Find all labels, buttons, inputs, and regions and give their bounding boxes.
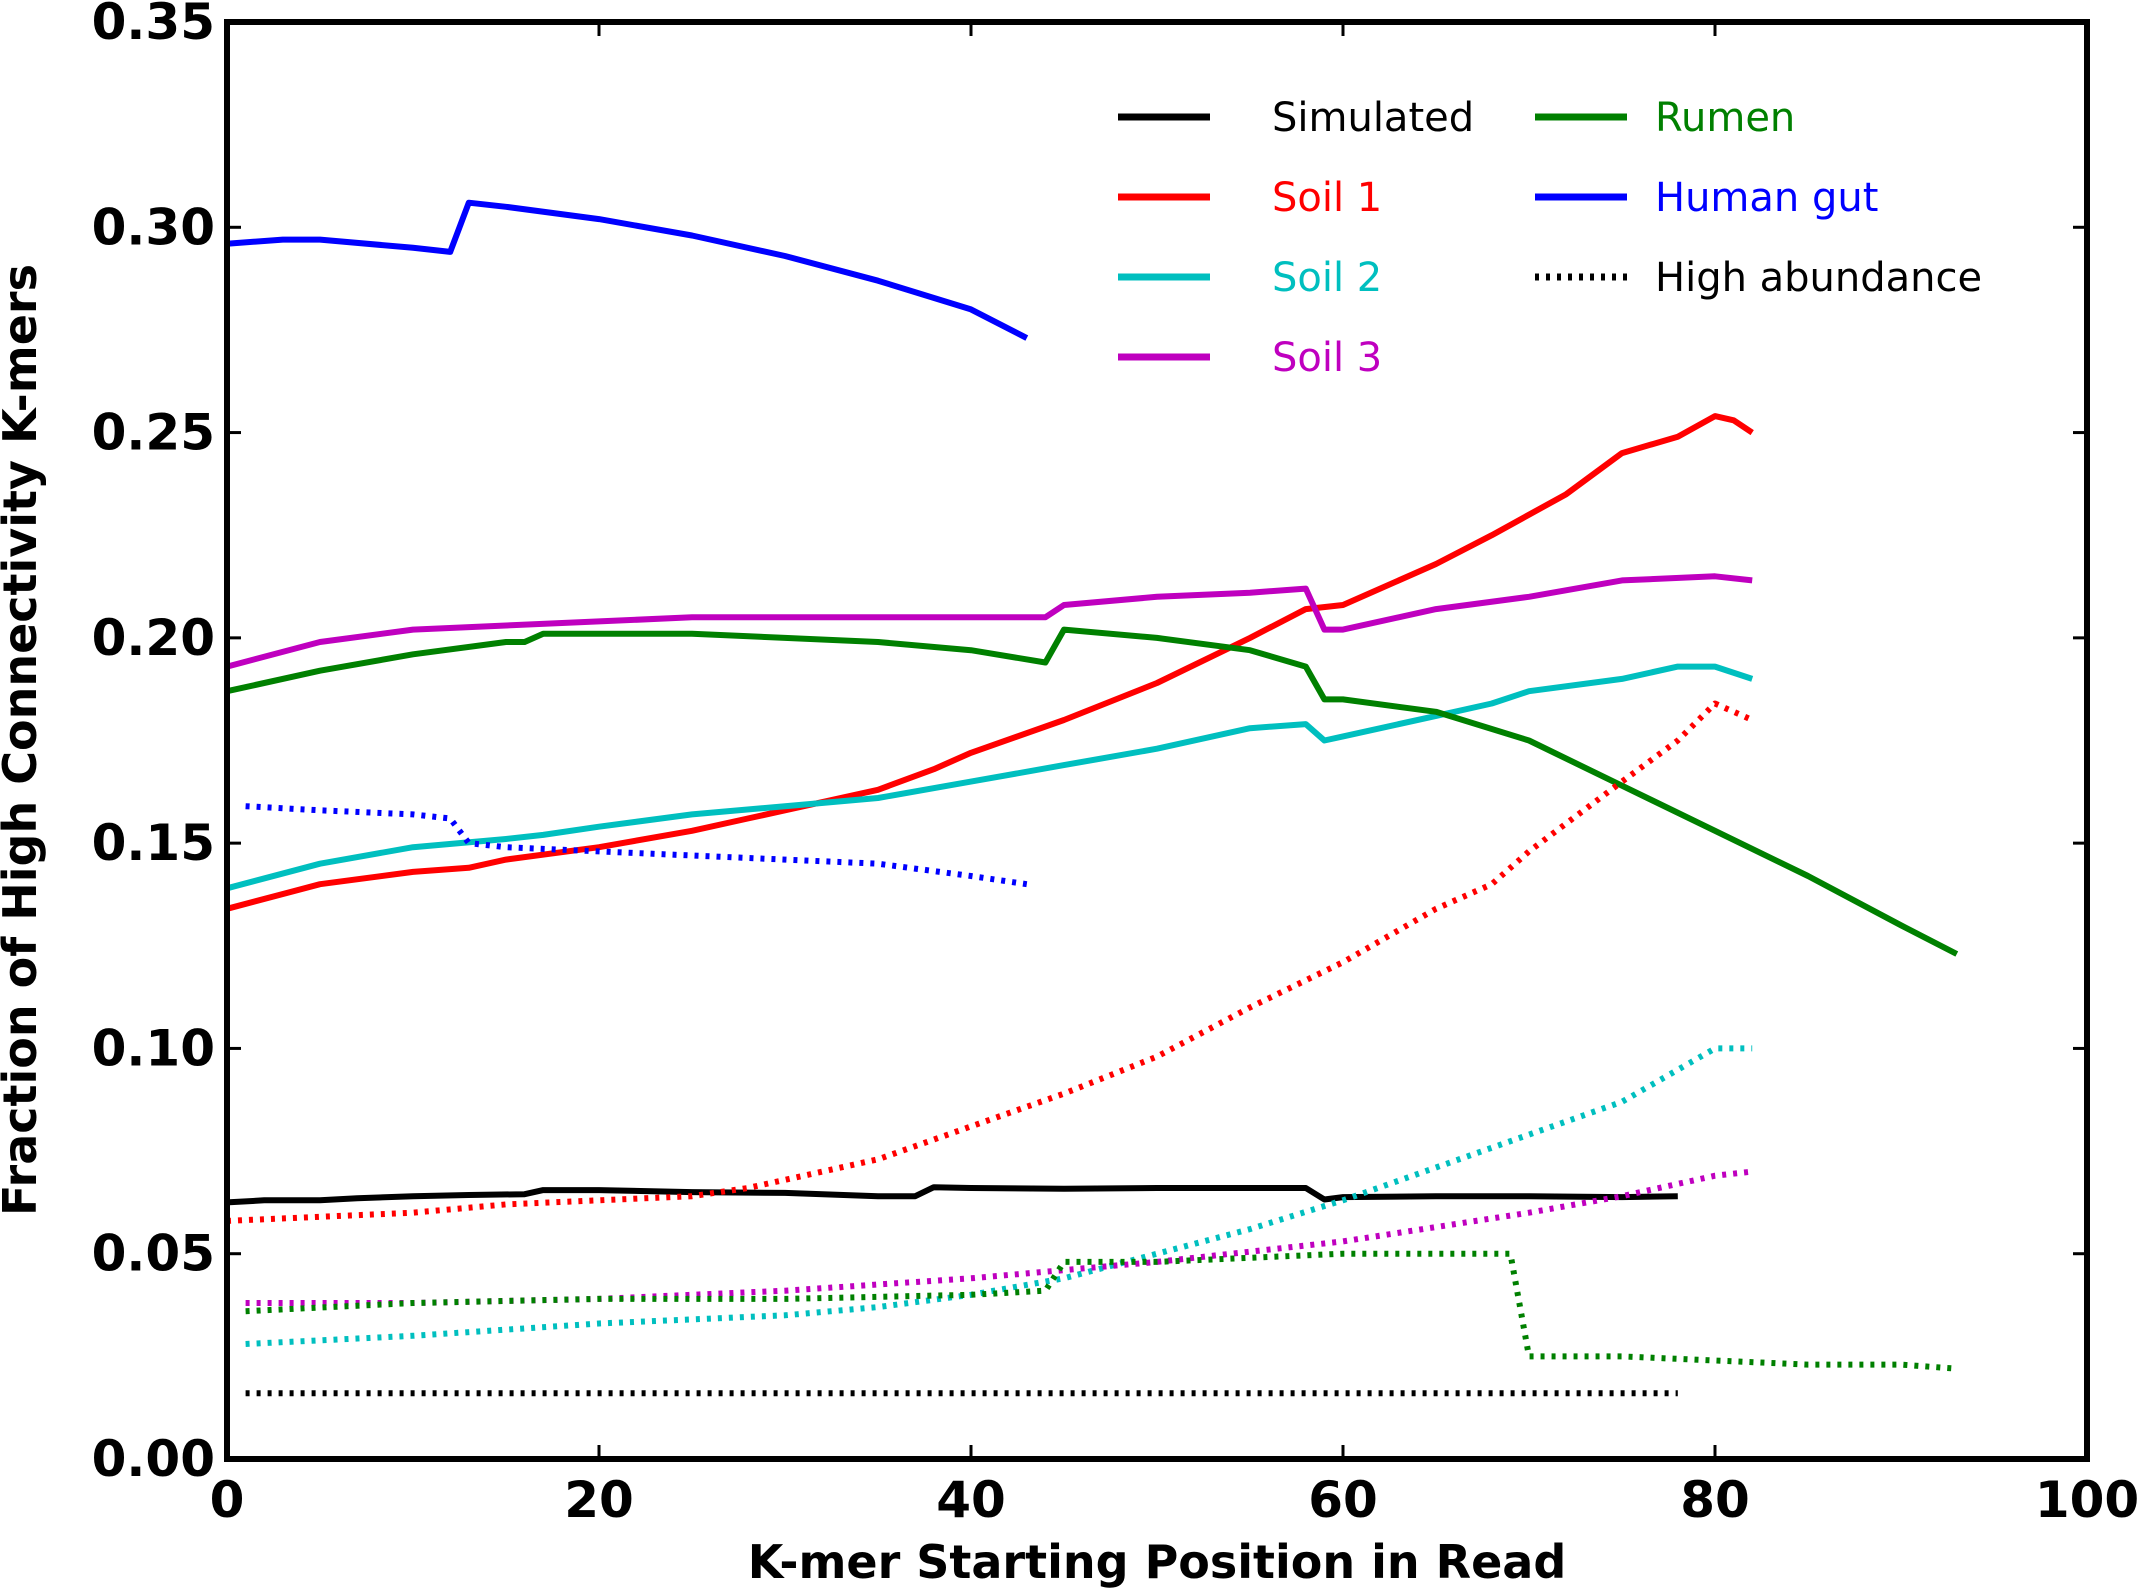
y-tick-label: 0.15 [92, 814, 215, 872]
y-tick-label: 0.00 [92, 1430, 215, 1488]
legend: Simulated Soil 1 Soil 2 Soil 3 Rumen Human gu… [1118, 95, 1982, 381]
series-line-high-abundance-dotted [245, 803, 1028, 888]
series-line-high-abundance-dotted [226, 700, 1754, 1224]
x-tick-label: 40 [936, 1471, 1006, 1529]
legend-label-soil-2: Soil 2 [1272, 255, 1382, 301]
legend-label-soil-1: Soil 1 [1272, 175, 1382, 221]
series-line-soil-2 [226, 663, 1754, 892]
x-tick-label: 100 [2035, 1471, 2139, 1529]
series-line-rumen [226, 626, 1959, 957]
series-line-human-gut [226, 199, 1029, 341]
series-line-soil-3 [226, 573, 1753, 670]
legend-label-soil-3: Soil 3 [1272, 335, 1382, 381]
series-line-high-abundance-dotted [245, 1250, 1958, 1372]
y-axis-label: Fraction of High Connectivity K-mers [0, 264, 47, 1216]
y-tick-label: 0.10 [92, 1019, 215, 1077]
x-tick-label: 60 [1308, 1471, 1378, 1529]
series-line-soil-1 [226, 413, 1754, 912]
x-tick-label: 20 [564, 1471, 634, 1529]
y-tick-label: 0.30 [92, 198, 215, 256]
plot-frame [224, 19, 2090, 1462]
legend-label-simulated: Simulated [1272, 95, 1474, 141]
x-axis-label: K-mer Starting Position in Read [748, 1535, 1567, 1589]
y-tick-label: 0.20 [92, 609, 215, 667]
ticks-layer: 0 20 40 60 80 100 0.00 0.05 0.10 0.15 0.20 0.25 0.30… [92, 0, 2140, 1529]
series-layer [226, 199, 1959, 1397]
x-tick-label: 80 [1680, 1471, 1750, 1529]
legend-label-human-gut: Human gut [1655, 175, 1878, 221]
series-line-simulated [226, 1184, 1678, 1206]
y-tick-label: 0.25 [92, 404, 215, 462]
legend-label-high-abundance: High abundance [1655, 255, 1982, 301]
y-tick-label: 0.35 [92, 0, 215, 51]
x-tick-label: 0 [210, 1471, 245, 1529]
y-tick-label: 0.05 [92, 1225, 215, 1283]
legend-label-rumen: Rumen [1655, 95, 1795, 141]
